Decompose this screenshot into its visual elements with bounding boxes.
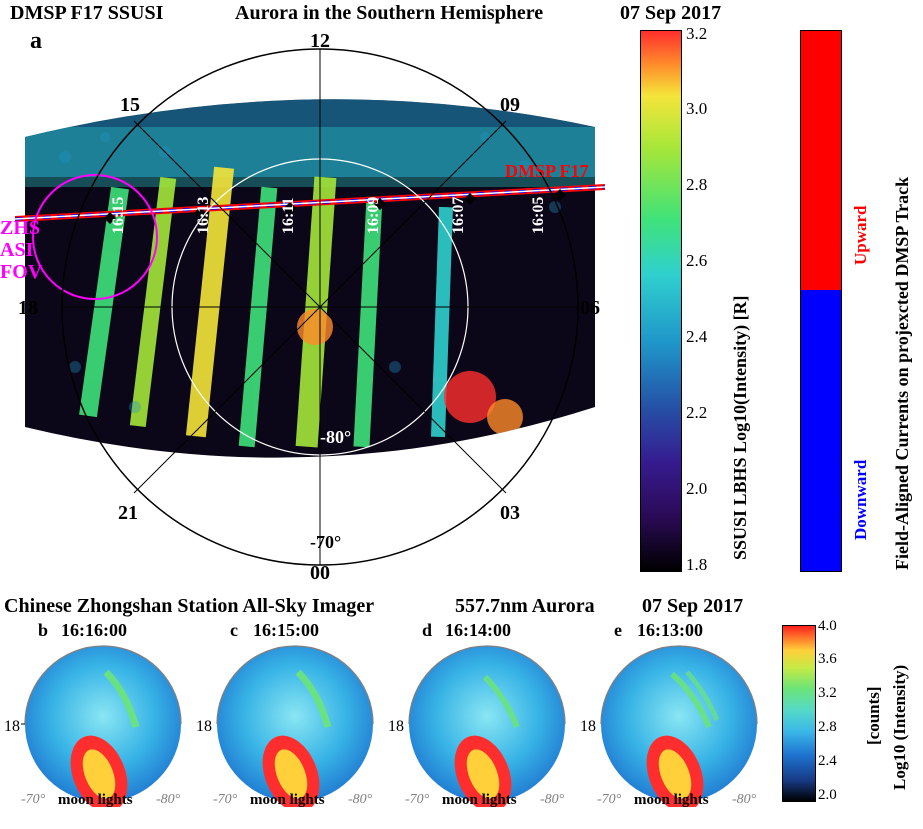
asi-b-moon: moon lights — [58, 792, 133, 809]
ssusi-tick-7: 1.8 — [686, 555, 707, 575]
asi-e-label: e — [614, 620, 622, 641]
asi-d-moon: moon lights — [442, 792, 517, 809]
mlt-09: 09 — [500, 94, 520, 117]
mlt-21: 21 — [118, 502, 138, 525]
asi-tick-1: 3.6 — [818, 651, 837, 668]
asi-c-lat70: -70° — [213, 792, 237, 808]
fac-bar — [800, 30, 842, 572]
row2-header-right: 07 Sep 2017 — [642, 595, 743, 618]
track-time-4: 16:07 — [450, 197, 468, 234]
asi-d-image — [405, 642, 570, 807]
asi-tick-2: 3.2 — [818, 685, 837, 702]
fac-bar-title: Field-Aligned Currents on projexcted DMS… — [892, 177, 913, 570]
mlt-18: 18 — [18, 297, 38, 320]
ssusi-tick-6: 2.0 — [686, 479, 707, 499]
asi-d-lat70: -70° — [405, 792, 429, 808]
lat-80: -80° — [320, 427, 351, 448]
asi-c-lat80: -80° — [348, 792, 372, 808]
zhs-fov-label: ZHS ASI FOV — [0, 217, 42, 283]
asi-colorbar — [782, 625, 816, 802]
mlt-03: 03 — [500, 502, 520, 525]
asi-d-label: d — [422, 620, 432, 641]
asi-b-lat70: -70° — [21, 792, 45, 808]
asi-e-mlt18: 18 — [580, 718, 596, 736]
asi-d-mlt18: 18 — [388, 718, 404, 736]
panel-a-label: a — [30, 28, 42, 55]
ssusi-tick-3: 2.6 — [686, 251, 707, 271]
ssusi-tick-5: 2.2 — [686, 403, 707, 423]
asi-e-lat70: -70° — [597, 792, 621, 808]
dmsp-track-label: DMSP F17 — [505, 162, 589, 181]
asi-e-moon: moon lights — [634, 792, 709, 809]
asi-e-lat80: -80° — [732, 792, 756, 808]
ssusi-tick-2: 2.8 — [686, 175, 707, 195]
asi-b-label: b — [38, 620, 48, 641]
ssusi-tick-4: 2.4 — [686, 327, 707, 347]
track-time-3: 16:09 — [365, 197, 383, 234]
ssusi-colorbar — [640, 30, 682, 572]
panel-a: a — [0, 22, 620, 582]
asi-b-image — [21, 642, 186, 807]
row2-header-center: 557.7nm Aurora — [455, 595, 595, 618]
asi-panel-c: c 16:15:00 18 -70° -80° moon lights — [198, 620, 388, 815]
asi-b-lat80: -80° — [156, 792, 180, 808]
asi-tick-5: 2.0 — [818, 787, 837, 804]
fac-upward-label: Upward — [851, 205, 871, 265]
asi-colorbar-title2: [counts] — [864, 686, 884, 745]
track-time-2: 16:11 — [280, 198, 298, 234]
asi-e-time: 16:13:00 — [637, 620, 703, 641]
fac-upward — [801, 31, 841, 290]
mlt-00: 00 — [310, 562, 330, 585]
asi-b-time: 16:16:00 — [61, 620, 127, 641]
asi-b-mlt18: 18 — [4, 718, 20, 736]
asi-panel-b: b 16:16:00 18 -70° -80° moon lights — [6, 620, 196, 815]
ssusi-tick-1: 3.0 — [686, 99, 707, 119]
asi-c-moon: moon lights — [250, 792, 325, 809]
row2-header-left: Chinese Zhongshan Station All-Sky Imager — [4, 595, 374, 618]
asi-d-time: 16:14:00 — [445, 620, 511, 641]
asi-tick-4: 2.4 — [818, 753, 837, 770]
asi-c-mlt18: 18 — [196, 718, 212, 736]
asi-c-time: 16:15:00 — [253, 620, 319, 641]
dmsp-track-label-text: DMSP F17 — [505, 161, 589, 181]
asi-d-lat80: -80° — [540, 792, 564, 808]
mlt-15: 15 — [120, 94, 140, 117]
ssusi-tick-0: 3.2 — [686, 24, 707, 44]
track-time-1: 16:13 — [195, 197, 213, 234]
polar-grid — [50, 37, 590, 577]
asi-e-image — [597, 642, 762, 807]
fac-downward-label: Downward — [851, 460, 871, 540]
asi-panel-d: d 16:14:00 18 -70° -80° moon lights — [390, 620, 580, 815]
ssusi-colorbar-title: SSUSI LBHS Log10(Intensity) [R] — [730, 295, 751, 560]
asi-panel-e: e 16:13:00 18 -70° -80° moon lights — [582, 620, 772, 815]
asi-c-label: c — [230, 620, 238, 641]
asi-tick-0: 4.0 — [818, 618, 837, 635]
fac-downward — [801, 290, 841, 571]
asi-tick-3: 2.8 — [818, 719, 837, 736]
track-time-0: 16:15 — [110, 197, 128, 234]
header-right: 07 Sep 2017 — [620, 2, 721, 25]
lat-70: -70° — [310, 532, 341, 553]
track-time-5: 16:05 — [530, 197, 548, 234]
mlt-12: 12 — [310, 30, 330, 53]
asi-c-image — [213, 642, 378, 807]
mlt-06: 06 — [580, 297, 600, 320]
asi-colorbar-title1: Log10 (Intensity) — [890, 665, 910, 790]
